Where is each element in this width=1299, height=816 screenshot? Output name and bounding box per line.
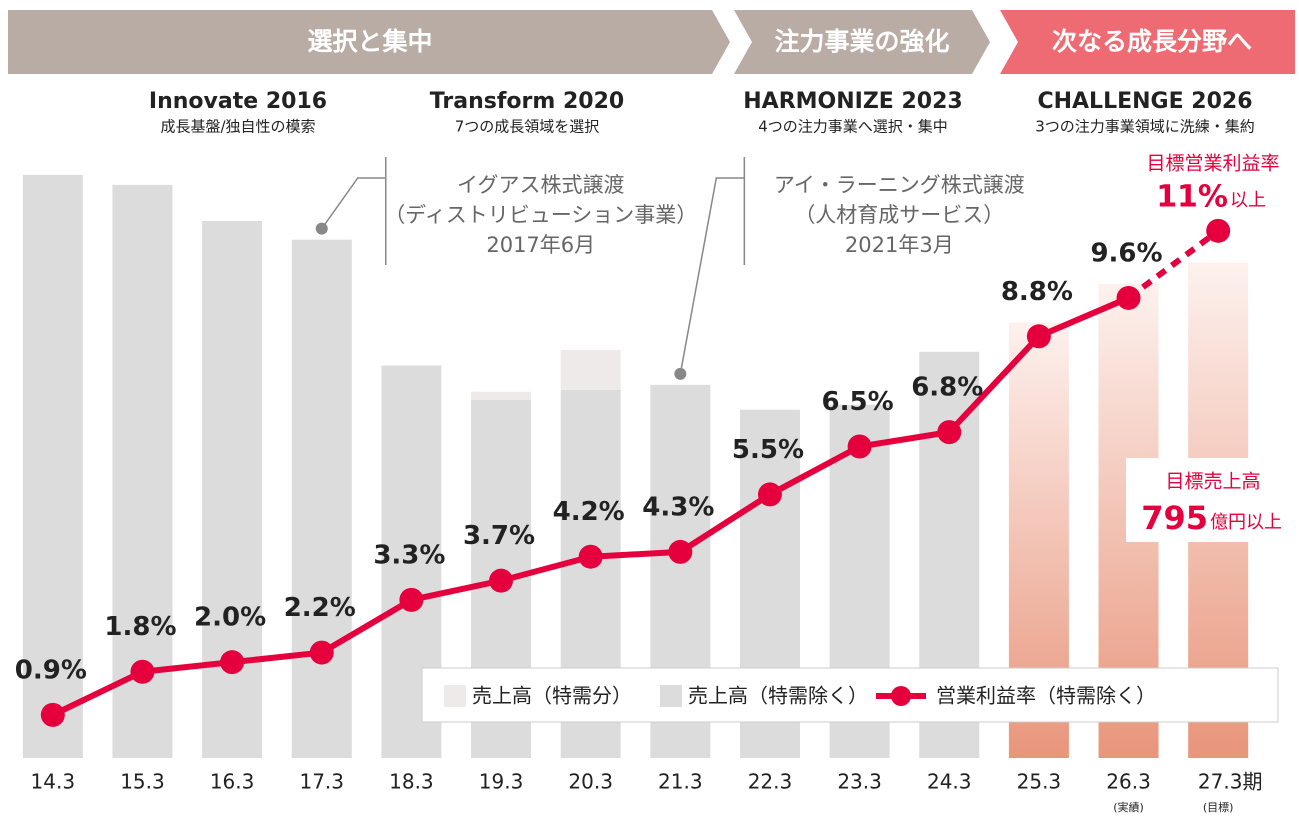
plan-name: Transform 2020 bbox=[430, 89, 624, 114]
annotation-text: （人材育成サービス） bbox=[794, 203, 1004, 227]
value-label: 3.3% bbox=[373, 540, 445, 570]
plan-subtitle: 成長基盤/独自性の模索 bbox=[160, 118, 315, 136]
line-point bbox=[489, 568, 514, 593]
value-label: 6.5% bbox=[822, 387, 894, 417]
phase-banners: 選択と集中 注力事業の強化 次なる成長分野へ bbox=[8, 10, 1295, 74]
legend-point bbox=[891, 686, 911, 706]
plan-subtitle: 4つの注力事業へ選択・集中 bbox=[758, 118, 948, 136]
x-tick-label: 20.3 bbox=[568, 770, 613, 794]
line-point bbox=[847, 434, 872, 459]
line-point bbox=[937, 420, 962, 445]
target-suffix: 以上 bbox=[1230, 190, 1266, 211]
x-tick-label: 25.3 bbox=[1017, 770, 1062, 794]
callout-dot bbox=[674, 367, 687, 380]
line-point bbox=[40, 702, 65, 727]
line-dashed bbox=[1126, 228, 1220, 301]
line-point bbox=[309, 640, 334, 665]
x-tick-label: 18.3 bbox=[389, 770, 434, 794]
x-tick-label: 23.3 bbox=[837, 770, 882, 794]
value-label: 0.9% bbox=[15, 655, 87, 685]
line-point bbox=[1026, 324, 1051, 349]
plan-subtitle: 7つの成長領域を選択 bbox=[455, 118, 600, 136]
phase-arrow bbox=[734, 10, 990, 74]
value-label: 3.7% bbox=[463, 521, 535, 551]
value-label: 2.2% bbox=[284, 593, 356, 623]
line-point bbox=[1206, 218, 1231, 243]
line-point bbox=[578, 544, 603, 569]
value-label: 8.8% bbox=[1001, 277, 1073, 307]
line-point bbox=[668, 539, 693, 564]
phase-arrow bbox=[8, 10, 730, 74]
callout-line bbox=[679, 177, 745, 374]
legend-swatch bbox=[660, 685, 682, 707]
line-point bbox=[399, 587, 424, 612]
x-tick-label: 21.3 bbox=[658, 770, 703, 794]
x-tick-note: (実績) bbox=[1113, 800, 1144, 814]
x-tick-label: 19.3 bbox=[479, 770, 524, 794]
value-label: 9.6% bbox=[1090, 238, 1162, 268]
target-box bbox=[1128, 148, 1296, 214]
annotation-text: （ディストリビューション事業） bbox=[384, 203, 697, 227]
legend-box bbox=[421, 667, 1279, 723]
phase-label: 次なる成長分野へ bbox=[1052, 27, 1252, 56]
value-label: 11% bbox=[1156, 180, 1228, 215]
plan-name: Innovate 2016 bbox=[149, 89, 327, 114]
x-tick-label: 24.3 bbox=[927, 770, 972, 794]
annotation-text: 2017年6月 bbox=[486, 233, 595, 257]
target-suffix: 億円以上 bbox=[1210, 512, 1282, 533]
value-label: 1.8% bbox=[104, 612, 176, 642]
bar-segment bbox=[560, 349, 621, 390]
phase-label: 注力事業の強化 bbox=[774, 27, 949, 56]
plan-subtitle: 3つの注力事業領域に洗練・集約 bbox=[1035, 118, 1255, 136]
x-tick-label: 22.3 bbox=[748, 770, 793, 794]
value-label: 795 bbox=[1141, 499, 1208, 537]
legend-label: 売上高（特需除く） bbox=[688, 684, 868, 708]
line-point bbox=[130, 659, 155, 684]
value-label: 4.3% bbox=[642, 492, 714, 522]
plan-name: CHALLENGE 2026 bbox=[1037, 89, 1252, 114]
bar bbox=[202, 220, 263, 758]
x-tick-note: (目標) bbox=[1203, 800, 1234, 814]
legend: 売上高（特需分） 売上高（特需除く） 営業利益率（特需除く） bbox=[421, 667, 1279, 723]
phase-label: 選択と集中 bbox=[307, 27, 432, 56]
legend-label: 売上高（特需分） bbox=[472, 684, 632, 708]
line-point bbox=[1116, 285, 1141, 310]
x-tick-label: 15.3 bbox=[120, 770, 165, 794]
line-point bbox=[757, 482, 782, 507]
callout-dot bbox=[315, 222, 328, 235]
x-tick-label: 16.3 bbox=[210, 770, 255, 794]
plan-name: HARMONIZE 2023 bbox=[743, 89, 962, 114]
value-label: 5.5% bbox=[732, 435, 804, 465]
value-label: 2.0% bbox=[194, 603, 266, 633]
bar-segment bbox=[471, 391, 532, 400]
phase-arrow bbox=[1000, 10, 1295, 74]
x-tick-label: 26.3 bbox=[1106, 770, 1151, 794]
callout-line bbox=[321, 177, 386, 230]
annotation-text: アイ・ラーニング株式譲渡 bbox=[774, 173, 1025, 197]
bar bbox=[22, 174, 83, 758]
annotation-text: 2021年3月 bbox=[845, 233, 954, 257]
legend-label: 営業利益率（特需除く） bbox=[936, 684, 1156, 708]
x-tick-label: 17.3 bbox=[299, 770, 344, 794]
target-title: 目標営業利益率 bbox=[1146, 153, 1279, 175]
value-label: 4.2% bbox=[553, 497, 625, 527]
target-title: 目標売上高 bbox=[1165, 471, 1260, 493]
legend-swatch bbox=[444, 685, 466, 707]
x-tick-label: 14.3 bbox=[31, 770, 76, 794]
x-tick-label: 27.3期 bbox=[1198, 770, 1263, 794]
target-box bbox=[1126, 458, 1296, 542]
line-point bbox=[220, 650, 245, 675]
bar bbox=[291, 239, 352, 758]
annotation-text: イグアス株式譲渡 bbox=[457, 173, 625, 197]
value-label: 6.8% bbox=[911, 373, 983, 403]
